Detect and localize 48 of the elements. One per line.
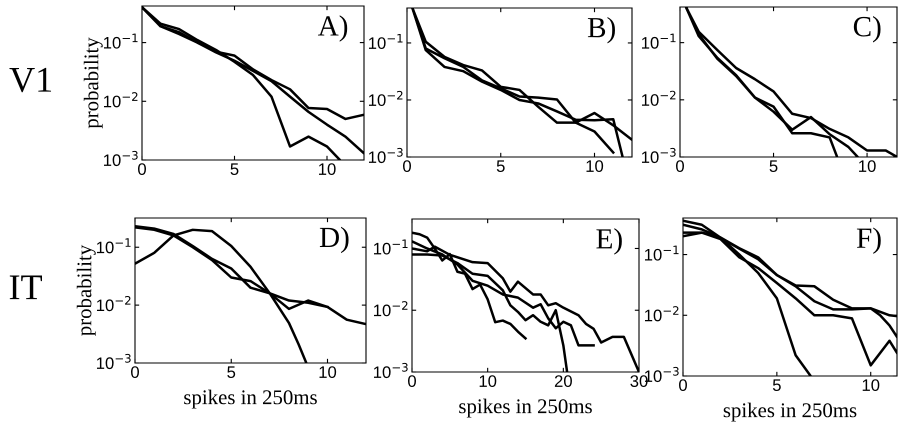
y-tick-label: 10$^{−3}$ — [642, 148, 676, 164]
x-tick-label: 0 — [131, 366, 139, 378]
y-axis-title: probability — [84, 37, 103, 128]
y-tick-label: 10$^{−2}$ — [644, 306, 678, 322]
x-axis-title: spikes in 250ms — [184, 390, 317, 409]
y-tick-label: 10$^{−3}$ — [96, 354, 131, 370]
chart-title: C) — [854, 16, 881, 42]
y-tick-label: 10$^{−1}$ — [368, 34, 403, 50]
y-tick-label: 10$^{−3}$ — [368, 148, 403, 164]
text: IT — [10, 276, 42, 300]
x-tick-label: 0 — [408, 375, 416, 388]
chart-title: B) — [588, 16, 615, 44]
x-tick-label: 10 — [480, 375, 496, 388]
x-tick-label: 5 — [770, 160, 778, 172]
y-tick-label: 10$^{−2}$ — [374, 301, 408, 316]
chart-title: A) — [318, 15, 348, 42]
y-tick-label: 10$^{−1}$ — [374, 240, 408, 255]
x-tick-label: 5 — [496, 160, 505, 172]
y-tick-label: 10$^{−2}$ — [96, 296, 130, 312]
y-tick-label: 10$^{−2}$ — [104, 92, 138, 108]
x-tick-label: 10 — [859, 160, 876, 172]
x-tick-label: 0 — [676, 160, 684, 172]
y-tick-label: 10$^{−3}$ — [374, 362, 408, 378]
x-tick-label: 10 — [586, 160, 604, 172]
x-tick-label: 10 — [320, 366, 336, 378]
y-tick-label: 10$^{−1}$ — [642, 34, 676, 49]
y-axis-title: probability — [76, 244, 96, 336]
x-tick-label: 0 — [138, 163, 146, 176]
x-tick-label: 10 — [319, 163, 336, 176]
x-tick-label: 5 — [227, 366, 236, 378]
x-tick-label: 0 — [403, 160, 411, 172]
y-tick-label: 10$^{−2}$ — [368, 90, 402, 106]
x-tick-label: 20 — [554, 375, 572, 388]
x-axis-title: spikes in 250ms — [459, 398, 592, 418]
y-tick-label: 10$^{−3}$ — [104, 150, 138, 166]
y-tick-label: 10$^{−1}$ — [96, 238, 131, 254]
x-tick-label: 5 — [230, 163, 238, 176]
x-tick-label: 0 — [679, 379, 687, 392]
y-tick-label: 10$^{−1}$ — [104, 34, 138, 49]
y-tick-label: 10$^{−2}$ — [642, 90, 676, 106]
x-tick-label: 5 — [772, 379, 781, 392]
x-tick-label: 10 — [862, 379, 880, 392]
y-tick-label: 10$^{−1}$ — [644, 246, 679, 261]
chart-title: E) — [596, 228, 622, 255]
chart-title: F) — [856, 227, 881, 254]
text: V1 — [9, 68, 52, 92]
chart-title: D) — [320, 226, 349, 254]
x-axis-title: spikes in 250ms — [724, 402, 856, 422]
